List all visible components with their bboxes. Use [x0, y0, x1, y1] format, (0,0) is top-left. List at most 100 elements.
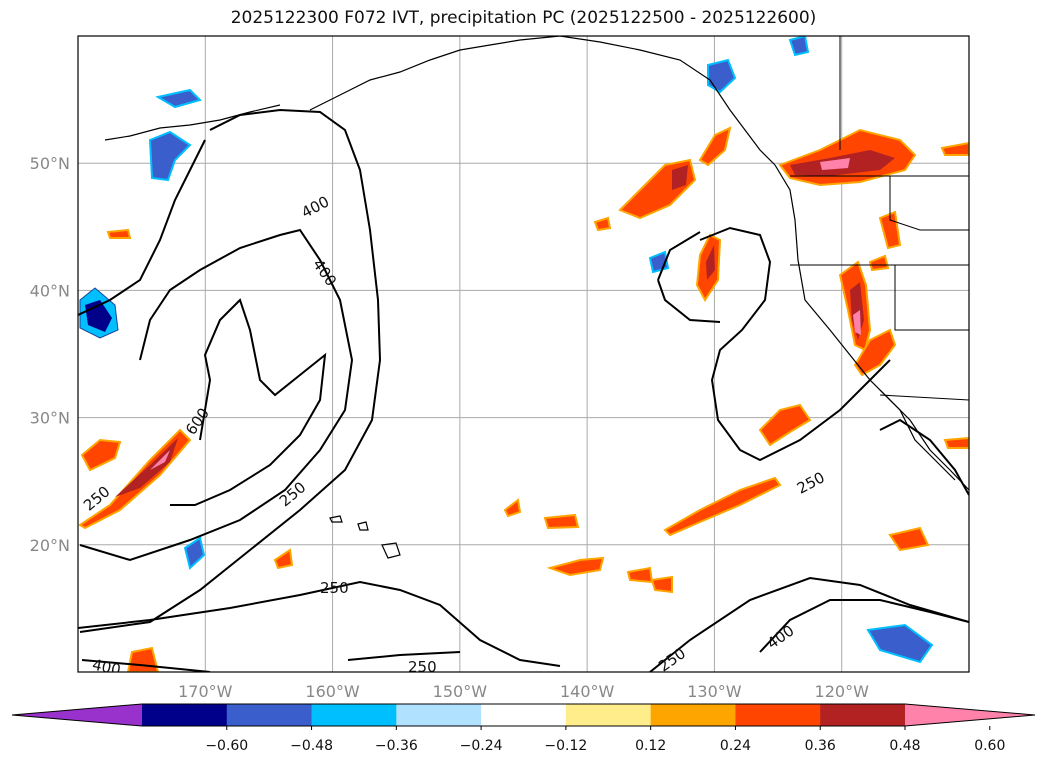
precip-negative-areas — [79, 36, 934, 664]
latitude-tick-label: 40°N — [30, 281, 70, 300]
colorbar-segment — [311, 704, 397, 726]
precip-neg-blob-ne — [788, 36, 810, 57]
colorbar-outline — [11, 703, 1036, 727]
coastline-alaska — [309, 36, 561, 111]
precip-blob-subtropical-long — [663, 476, 782, 537]
coastlines — [104, 36, 969, 491]
precip-blob-ne-edge — [940, 141, 969, 156]
latitude-labels: 20°N 30°N 40°N 50°N — [30, 154, 70, 555]
colorbar-segment — [481, 704, 567, 726]
colorbar-segment — [650, 704, 736, 726]
plot-area — [78, 36, 969, 672]
precip-neg-blob-gulf — [707, 58, 737, 94]
border-us-mexico — [879, 394, 969, 401]
colorbar-tick-label: −0.12 — [544, 738, 587, 754]
coastline-gulf-of-alaska — [559, 36, 776, 166]
precip-peak-dateline-band — [150, 450, 170, 470]
island-a — [329, 515, 343, 523]
colorbar-segment — [735, 704, 821, 726]
colorbar-segment — [142, 704, 228, 726]
colorbar-labels: −0.60 −0.48 −0.36 −0.24 −0.12 0.12 0.24 0.36 0.4… — [205, 726, 1005, 754]
ivt-contour-250-east — [699, 226, 891, 462]
contour-label: 250 — [320, 579, 349, 597]
precip-neg-blob-north-a — [155, 88, 202, 109]
colorbar-tick-label: 0.36 — [805, 738, 836, 754]
colorbar-segment — [820, 704, 906, 726]
ivt-contour-250-east-loop — [657, 231, 721, 323]
colorbar-tick-label: 0.12 — [635, 738, 666, 754]
hawaiian-islands — [329, 515, 401, 559]
longitude-tick-label: 130°W — [687, 682, 742, 701]
colorbar-tick-label: −0.36 — [375, 738, 418, 754]
ivt-contour-400-south — [81, 659, 211, 672]
precip-blob-small-f — [868, 254, 890, 272]
precip-blob-bc-coast — [698, 126, 732, 167]
precip-blob-socal — [853, 328, 897, 377]
colorbar-tick-label: 0.48 — [889, 738, 920, 754]
precip-blob-hawaii-east — [543, 513, 580, 530]
latitude-tick-label: 20°N — [30, 536, 70, 555]
island-b — [357, 521, 369, 531]
plot-frame — [77, 35, 970, 673]
ivt-contour-250-mid — [347, 651, 461, 661]
political-borders — [790, 36, 969, 401]
precip-blob-small-a — [593, 216, 612, 232]
precip-blob-trade-1 — [546, 556, 605, 577]
colorbar-tick-label: 0.60 — [974, 738, 1005, 754]
precip-blob-far-east — [888, 526, 930, 552]
precip-blob-south-dateline — [126, 646, 160, 672]
colorbar-tick-label: 0.24 — [720, 738, 751, 754]
ivt-contour-600 — [79, 228, 354, 562]
border-nevada — [894, 265, 969, 331]
contour-label: 250 — [408, 658, 437, 676]
island-big — [381, 542, 401, 559]
ivt-contour-250-south — [649, 576, 969, 672]
colorbar — [11, 703, 1036, 727]
map-title: 2025122300 F072 IVT, precipitation PC (2… — [230, 8, 817, 28]
precip-blob-small-b — [106, 228, 132, 239]
longitude-tick-label: 150°W — [433, 682, 488, 701]
colorbar-extension-low — [12, 704, 142, 726]
precip-neg-blob-aleutian — [148, 130, 192, 182]
colorbar-segment — [565, 704, 652, 726]
ivt-contour-inner-600 — [170, 298, 327, 506]
precip-blob-east-edge — [943, 436, 969, 449]
ivt-contours — [78, 108, 969, 672]
ivt-contour-250-southeast-band — [879, 418, 969, 496]
precip-neg-blob-south-b — [866, 623, 934, 664]
colorbar-segment — [226, 704, 313, 726]
precip-blob-trade-3 — [650, 575, 673, 594]
ivt-contour-400-west — [79, 108, 382, 633]
colorbar-segment — [396, 704, 482, 726]
ivt-contour-400-southeast — [759, 599, 969, 653]
precip-peak-pacific-nw — [820, 158, 850, 170]
border-idaho — [889, 176, 969, 231]
precip-core-gulf-alaska — [672, 165, 688, 190]
latitude-tick-label: 30°N — [30, 409, 70, 428]
precip-blob-dateline-small — [80, 438, 122, 472]
latitude-tick-label: 50°N — [30, 154, 70, 173]
coastline-north-america-west — [774, 164, 969, 491]
longitude-tick-label: 170°W — [178, 682, 233, 701]
longitude-tick-label: 140°W — [560, 682, 615, 701]
precip-neg-blob-south — [183, 536, 206, 570]
longitude-labels: 170°W 160°W 150°W 140°W 130°W 120°W — [178, 682, 869, 701]
precip-blob-baja-offshore — [758, 403, 812, 447]
precip-core-off-california — [706, 245, 715, 280]
contour-label: 400 — [91, 656, 123, 680]
colorbar-tick-label: −0.24 — [460, 738, 503, 754]
precip-blob-small-d — [503, 498, 522, 518]
longitude-tick-label: 160°W — [305, 682, 360, 701]
colorbar-tick-label: −0.60 — [205, 738, 248, 754]
precip-positive-areas — [78, 126, 969, 672]
colorbar-tick-label: −0.48 — [290, 738, 333, 754]
coastline-aleutians — [104, 104, 281, 141]
ivt-contour-250-center — [78, 580, 561, 667]
colorbar-extension-high — [905, 704, 1035, 726]
longitude-tick-label: 120°W — [815, 682, 870, 701]
ivt-contour-250-west — [78, 139, 206, 316]
precip-peak-sierra — [853, 310, 861, 335]
coastline-baja — [879, 389, 956, 481]
precip-blob-small-c — [273, 548, 294, 570]
